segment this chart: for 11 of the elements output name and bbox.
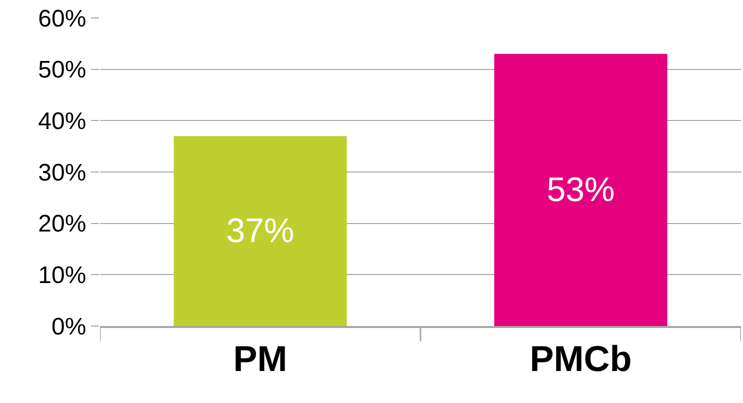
- y-tick-label: 60%: [38, 5, 86, 32]
- y-tick-label: 10%: [38, 262, 86, 290]
- y-tick-label: 30%: [38, 159, 86, 186]
- y-tick-label: 40%: [38, 108, 86, 136]
- x-tick-label: PMCb: [530, 338, 632, 379]
- y-tick-label: 50%: [38, 56, 86, 84]
- y-tick-label: 0%: [52, 313, 86, 340]
- data-label: 53%: [546, 170, 615, 209]
- data-label: 37%: [226, 212, 294, 250]
- x-tick-label: PM: [233, 338, 288, 379]
- y-tick-label: 20%: [38, 210, 86, 238]
